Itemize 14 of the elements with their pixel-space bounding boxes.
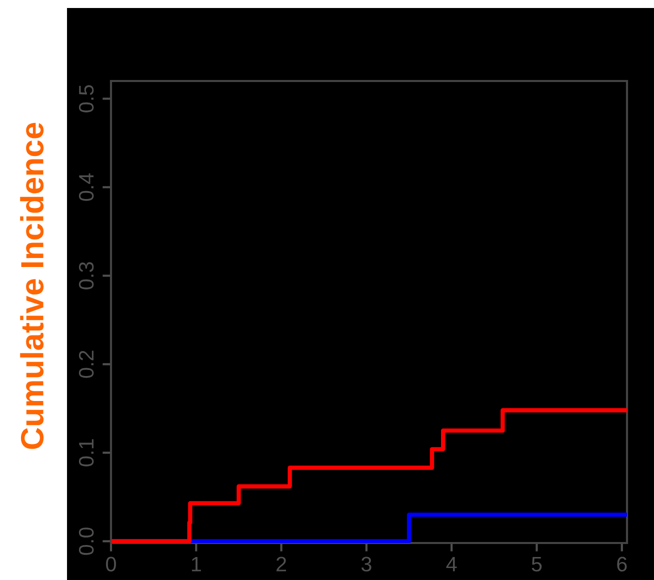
x-tick-label: 3 bbox=[361, 556, 372, 572]
x-tick-label: 6 bbox=[617, 556, 627, 572]
y-tick-label: 0.1 bbox=[78, 439, 94, 466]
x-tick-label: 5 bbox=[532, 556, 542, 572]
y-tick-label: 0.5 bbox=[78, 85, 94, 112]
y-tick-label: 0.2 bbox=[78, 350, 94, 378]
x-tick-label: 2 bbox=[276, 556, 286, 572]
x-tick-label: 0 bbox=[106, 556, 116, 572]
y-tick-label: 0.0 bbox=[78, 528, 94, 555]
y-axis-title: Cumulative Incidence bbox=[20, 122, 44, 449]
x-tick-label: 1 bbox=[192, 556, 201, 572]
x-tick-label: 4 bbox=[446, 556, 457, 572]
y-tick-label: 0.4 bbox=[78, 173, 94, 201]
y-tick-label: 0.3 bbox=[78, 262, 94, 290]
